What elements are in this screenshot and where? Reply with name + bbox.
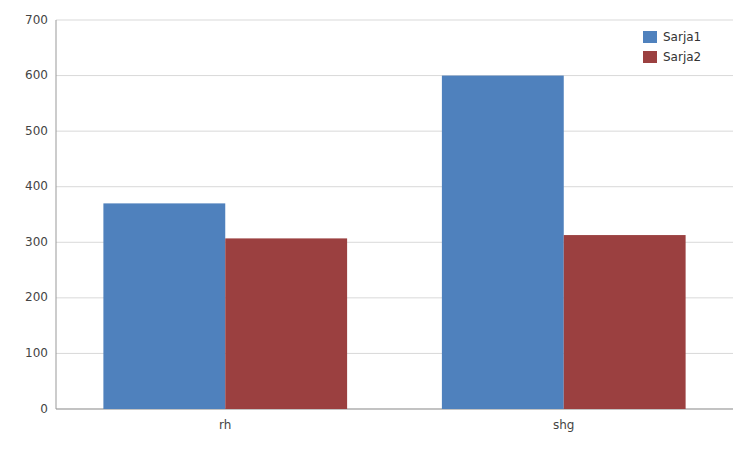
grid-line	[56, 75, 733, 76]
y-tick-label: 200	[25, 290, 48, 304]
bar	[442, 76, 564, 409]
axes: 0 100 200 300 400 500 600 700 rh shg	[25, 13, 733, 433]
y-tick-label: 500	[25, 124, 48, 138]
x-tick-label: shg	[553, 418, 574, 432]
legend-swatch	[643, 51, 657, 63]
y-axis-line	[56, 20, 57, 409]
bar	[564, 235, 686, 409]
chart-container: 0 100 200 300 400 500 600 700 rh shg Sarja1 Sarja2	[0, 0, 753, 451]
y-tick-label: 400	[25, 179, 48, 193]
y-tick-label: 300	[25, 235, 48, 249]
grid	[56, 20, 733, 409]
chart: 0 100 200 300 400 500 600 700 rh shg Sarja1 Sarja2	[0, 0, 753, 451]
legend-swatch	[643, 31, 657, 43]
grid-line	[56, 186, 733, 187]
grid-line	[56, 131, 733, 132]
legend-label: Sarja2	[663, 50, 701, 64]
legend-label: Sarja1	[663, 30, 701, 44]
y-tick-label: 600	[25, 68, 48, 82]
bars	[103, 76, 685, 409]
y-tick-label: 0	[40, 402, 48, 416]
bar	[103, 203, 225, 409]
x-tick-label: rh	[219, 418, 231, 432]
grid-line	[56, 20, 733, 21]
y-tick-label: 100	[25, 346, 48, 360]
legend: Sarja1 Sarja2	[643, 30, 701, 64]
bar	[225, 238, 347, 409]
y-tick-label: 700	[25, 13, 48, 27]
